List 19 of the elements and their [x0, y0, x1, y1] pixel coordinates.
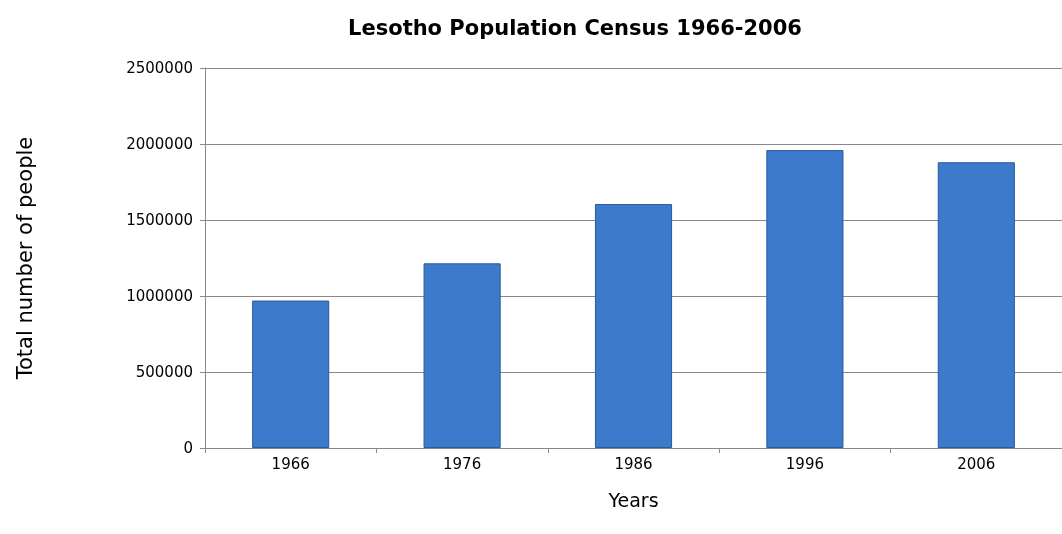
x-tick-label: 2006 — [957, 454, 996, 473]
x-tick-label: 1966 — [271, 454, 310, 473]
chart-title: Lesotho Population Census 1966-2006 — [348, 15, 802, 40]
bar — [594, 204, 673, 448]
bar — [937, 162, 1015, 448]
bar — [766, 150, 844, 448]
y-tick-label: 500000 — [135, 363, 193, 381]
bar — [423, 263, 501, 448]
x-tick-label: 1996 — [785, 454, 824, 473]
x-axis-title: Years — [607, 488, 659, 511]
y-axis-title: Total number of people — [12, 136, 37, 381]
x-tick-label: 1986 — [614, 454, 653, 473]
y-tick-label: 0 — [183, 439, 193, 457]
x-tick-label: 1976 — [443, 454, 482, 473]
y-tick-label: 2500000 — [126, 59, 193, 77]
y-tick-label: 1000000 — [126, 287, 193, 305]
bar — [252, 300, 330, 448]
y-tick-label: 2000000 — [126, 135, 193, 153]
y-tick-label: 1500000 — [126, 211, 193, 229]
